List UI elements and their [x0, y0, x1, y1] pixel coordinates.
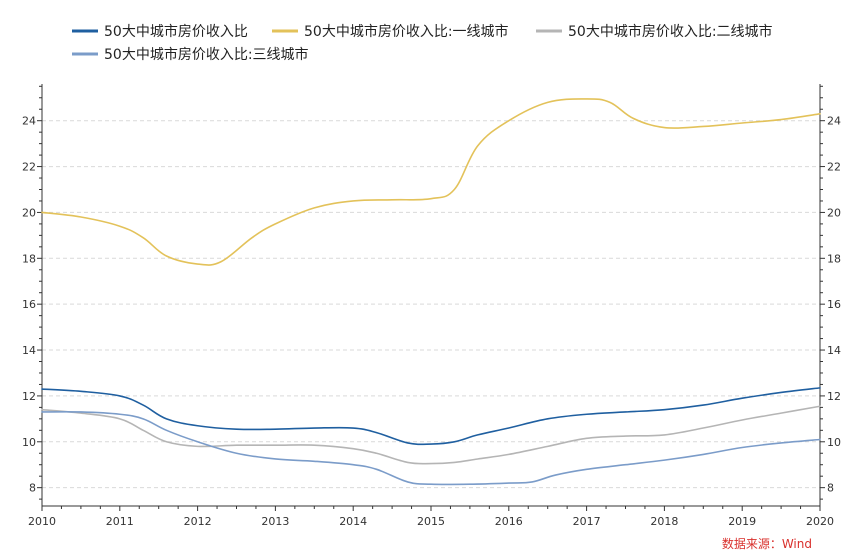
series-line-tier1: [41, 98, 821, 266]
legend-label: 50大中城市房价收入比:三线城市: [104, 46, 309, 63]
legend-label: 50大中城市房价收入比:一线城市: [304, 23, 509, 40]
x-tick-label: 2016: [495, 515, 523, 528]
legend-item-50-cities: 50大中城市房价收入比: [72, 23, 248, 40]
grid-lines: [42, 120, 820, 489]
y-tick-label-right: 20: [827, 206, 841, 219]
x-tick-label: 2020: [806, 515, 834, 528]
x-tick-label: 2012: [184, 515, 212, 528]
series-line-tier3: [41, 410, 821, 486]
y-tick-label-left: 22: [22, 161, 36, 174]
y-tick-label-left: 18: [22, 252, 36, 265]
y-tick-label-right: 22: [827, 161, 841, 174]
x-tick-label: 2014: [339, 515, 367, 528]
y-tick-label-left: 8: [29, 482, 36, 495]
y-tick-label-right: 8: [827, 482, 834, 495]
legend-label: 50大中城市房价收入比:二线城市: [568, 23, 773, 40]
y-tick-label-left: 10: [22, 436, 36, 449]
y-tick-label-right: 14: [827, 344, 841, 357]
source-note: 数据来源：Wind: [722, 536, 812, 551]
legend-item-tier3: 50大中城市房价收入比:三线城市: [72, 46, 309, 63]
y-tick-label-right: 10: [827, 436, 841, 449]
x-tick-label: 2013: [261, 515, 289, 528]
legend-item-tier2: 50大中城市房价收入比:二线城市: [536, 23, 773, 40]
series-line-tier2: [41, 405, 821, 465]
x-tick-label: 2019: [728, 515, 756, 528]
y-tick-label-left: 14: [22, 344, 36, 357]
y-tick-label-left: 12: [22, 390, 36, 403]
x-tick-label: 2015: [417, 515, 445, 528]
y-tick-label-left: 16: [22, 298, 36, 311]
y-tick-label-right: 18: [827, 252, 841, 265]
legend-item-tier1: 50大中城市房价收入比:一线城市: [272, 23, 509, 40]
series-line-50-cities: [41, 387, 821, 446]
y-tick-label-left: 24: [22, 115, 36, 128]
x-tick-label: 2018: [650, 515, 678, 528]
y-tick-label-right: 16: [827, 298, 841, 311]
x-tick-label: 2010: [28, 515, 56, 528]
legend: 50大中城市房价收入比 50大中城市房价收入比:一线城市 50大中城市房价收入比:二…: [72, 23, 773, 63]
x-tick-label: 2011: [106, 515, 134, 528]
y-tick-label-left: 20: [22, 206, 36, 219]
x-tick-label: 2017: [573, 515, 601, 528]
y-tick-label-right: 24: [827, 115, 841, 128]
legend-label: 50大中城市房价收入比: [104, 23, 248, 40]
y-tick-label-right: 12: [827, 390, 841, 403]
series-lines: [41, 98, 821, 486]
